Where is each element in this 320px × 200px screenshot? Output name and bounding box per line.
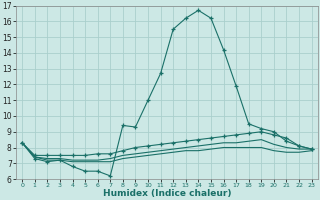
X-axis label: Humidex (Indice chaleur): Humidex (Indice chaleur) bbox=[103, 189, 231, 198]
